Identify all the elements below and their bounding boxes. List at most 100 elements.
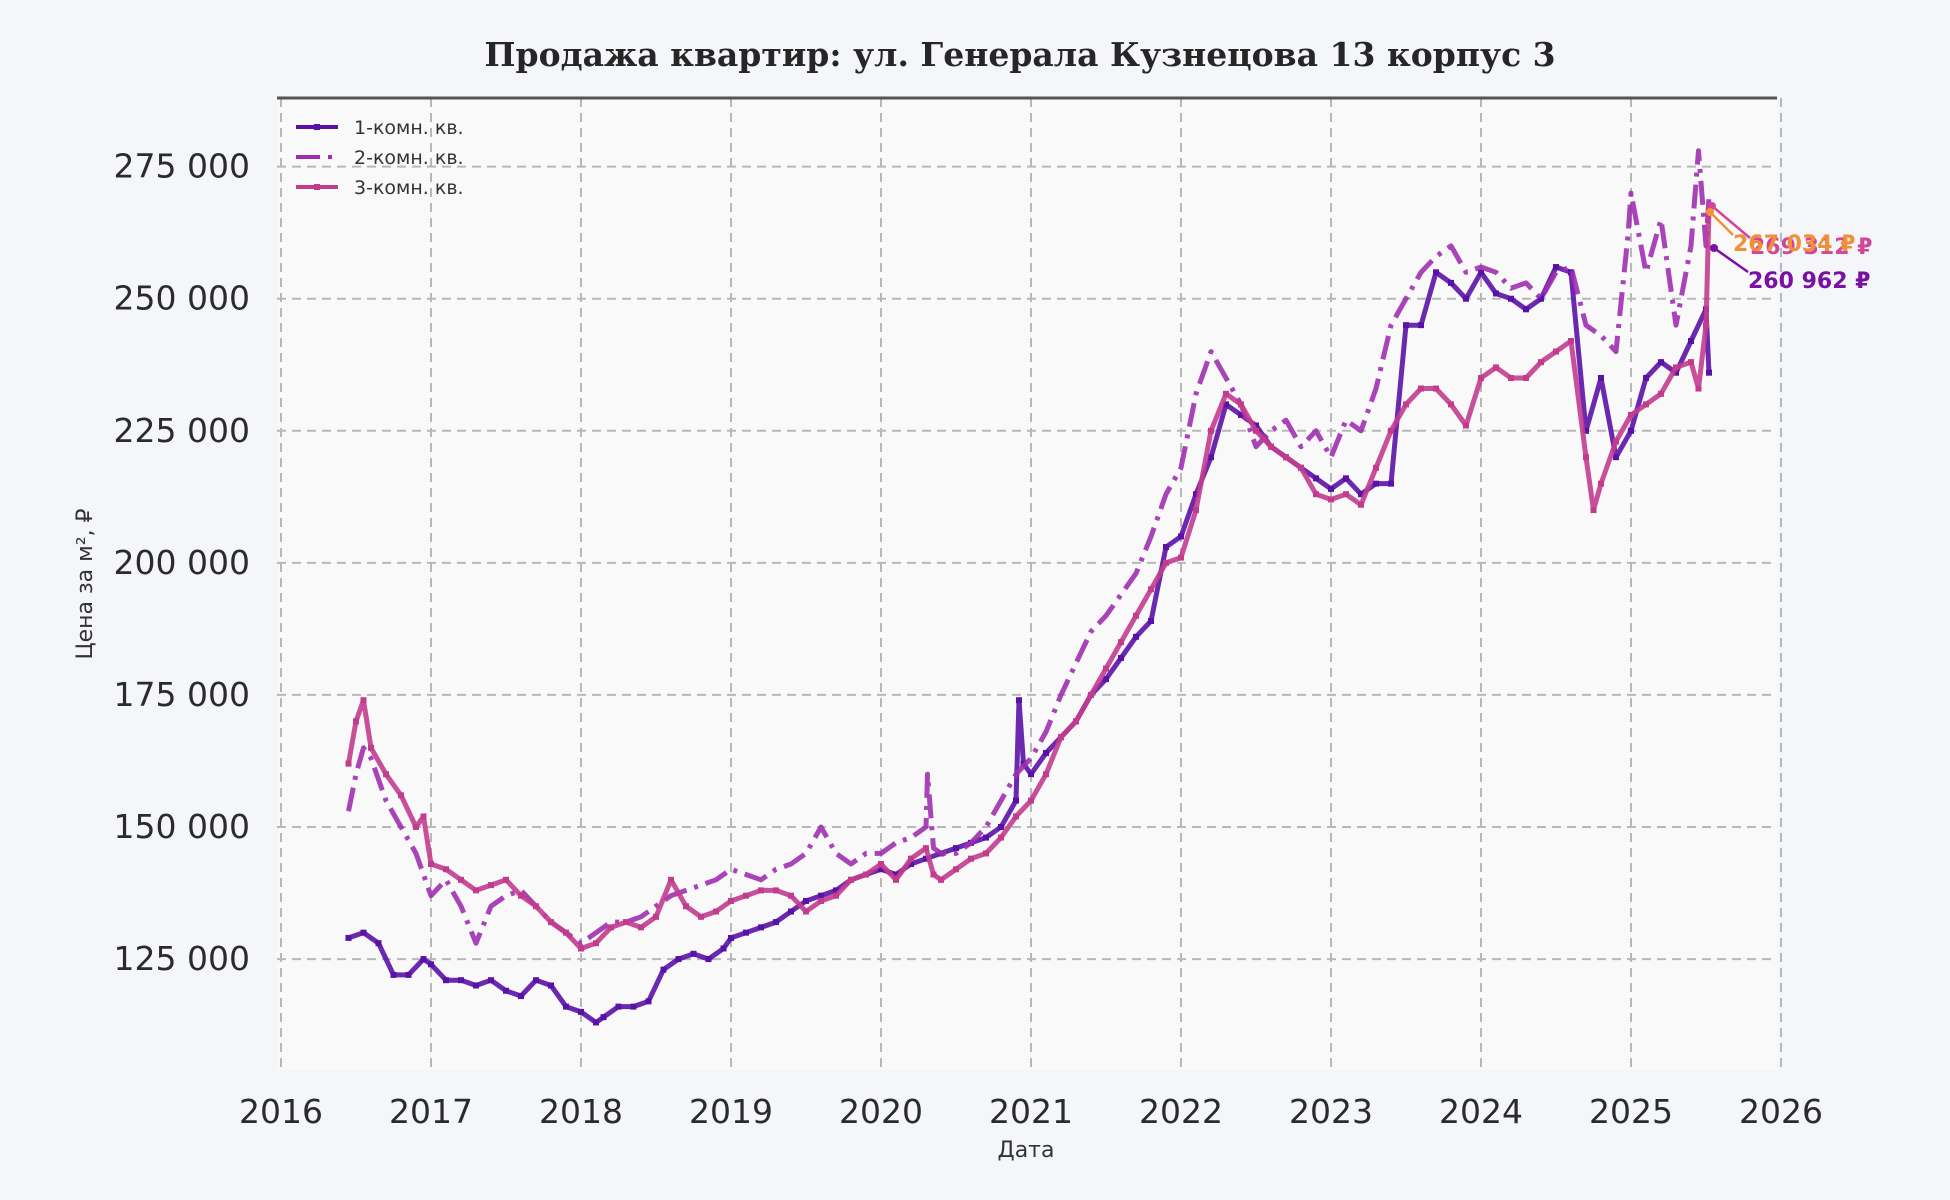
data-point	[1028, 771, 1034, 778]
data-point	[998, 824, 1004, 830]
data-point	[1403, 401, 1409, 408]
data-point	[728, 934, 734, 941]
data-point	[1598, 374, 1604, 381]
data-point	[773, 887, 779, 894]
data-point	[1328, 485, 1334, 492]
x-tick-label: 2018	[539, 1092, 623, 1131]
data-point	[600, 1014, 607, 1021]
data-point	[803, 908, 809, 915]
data-point	[1703, 322, 1709, 329]
data-point	[1328, 496, 1334, 503]
data-point	[1193, 491, 1199, 498]
data-point	[1358, 501, 1364, 508]
data-point	[1343, 491, 1349, 498]
legend-label: 2-комн. кв.	[354, 147, 464, 169]
data-point	[615, 1003, 622, 1010]
data-point	[803, 897, 809, 904]
data-point	[893, 876, 899, 883]
data-point	[660, 966, 667, 973]
data-point	[1253, 422, 1259, 429]
data-point	[863, 871, 869, 878]
data-point	[1118, 639, 1124, 646]
data-point	[443, 977, 449, 984]
x-tick-label: 2023	[1289, 1092, 1373, 1131]
data-point	[1628, 411, 1634, 418]
data-point	[623, 919, 629, 926]
data-point	[833, 887, 839, 894]
annotation-arrow	[1709, 211, 1734, 236]
data-point	[420, 813, 427, 820]
data-point	[1313, 491, 1319, 498]
data-point	[1433, 269, 1439, 276]
end-value-label: 267 034 ₽	[1733, 232, 1855, 257]
data-point	[413, 824, 419, 830]
x-tick-label: 2021	[989, 1092, 1073, 1131]
data-point	[473, 887, 479, 894]
data-point	[1073, 718, 1079, 725]
data-point	[1613, 454, 1619, 461]
data-point	[420, 956, 427, 963]
data-point	[1628, 427, 1634, 434]
data-point	[983, 850, 989, 857]
data-point	[1238, 411, 1244, 418]
data-point	[818, 897, 824, 904]
data-point	[548, 982, 554, 989]
data-point	[473, 982, 479, 989]
data-point	[968, 855, 974, 862]
x-tick-label: 2019	[689, 1092, 773, 1131]
data-point	[758, 887, 764, 894]
data-point	[788, 908, 794, 915]
data-point	[360, 929, 367, 936]
data-point	[668, 876, 674, 883]
data-point	[383, 771, 389, 778]
x-tick-label: 2017	[389, 1092, 473, 1131]
data-point	[563, 929, 569, 936]
data-point	[1103, 676, 1109, 683]
data-point	[1418, 322, 1424, 329]
data-point	[818, 892, 824, 899]
y-tick-label: 275 000	[114, 147, 250, 186]
x-tick-label: 2020	[839, 1092, 923, 1131]
chart-title: Продажа квартир: ул. Генерала Кузнецова …	[484, 35, 1555, 74]
annotation-arrowhead	[1710, 244, 1718, 252]
data-point	[998, 834, 1004, 841]
data-point	[1463, 422, 1469, 429]
annotation-arrowhead	[1706, 208, 1714, 216]
data-point	[720, 945, 727, 952]
data-point	[1643, 374, 1649, 381]
x-tick-label: 2025	[1589, 1092, 1673, 1131]
data-point	[645, 998, 652, 1005]
data-point	[1553, 348, 1559, 355]
data-point	[1178, 533, 1184, 540]
x-tick-label: 2024	[1439, 1092, 1523, 1131]
data-point	[923, 855, 929, 862]
data-point	[1598, 480, 1604, 487]
data-point	[1016, 697, 1022, 704]
data-point	[1298, 464, 1304, 471]
data-point	[1043, 750, 1049, 757]
data-point	[518, 993, 524, 1000]
data-point	[1523, 374, 1529, 381]
data-point	[743, 929, 749, 936]
data-point	[1193, 507, 1199, 514]
data-point	[1688, 338, 1694, 344]
data-point	[1590, 507, 1597, 514]
y-tick-label: 125 000	[114, 939, 250, 978]
data-point	[983, 834, 989, 841]
data-point	[398, 792, 404, 799]
data-point	[578, 945, 584, 952]
x-tick-label: 2016	[239, 1092, 323, 1131]
y-tick-label: 200 000	[114, 543, 250, 582]
plot-area	[277, 98, 1777, 1070]
data-point	[578, 1008, 584, 1015]
data-point	[593, 940, 599, 947]
data-point	[848, 876, 854, 883]
legend-marker	[314, 124, 320, 130]
y-tick-label: 250 000	[114, 279, 250, 318]
data-point	[1538, 295, 1544, 302]
data-point	[1658, 359, 1664, 366]
data-point	[923, 845, 929, 852]
data-point	[743, 892, 749, 899]
data-point	[488, 977, 494, 984]
data-point	[1403, 322, 1409, 329]
